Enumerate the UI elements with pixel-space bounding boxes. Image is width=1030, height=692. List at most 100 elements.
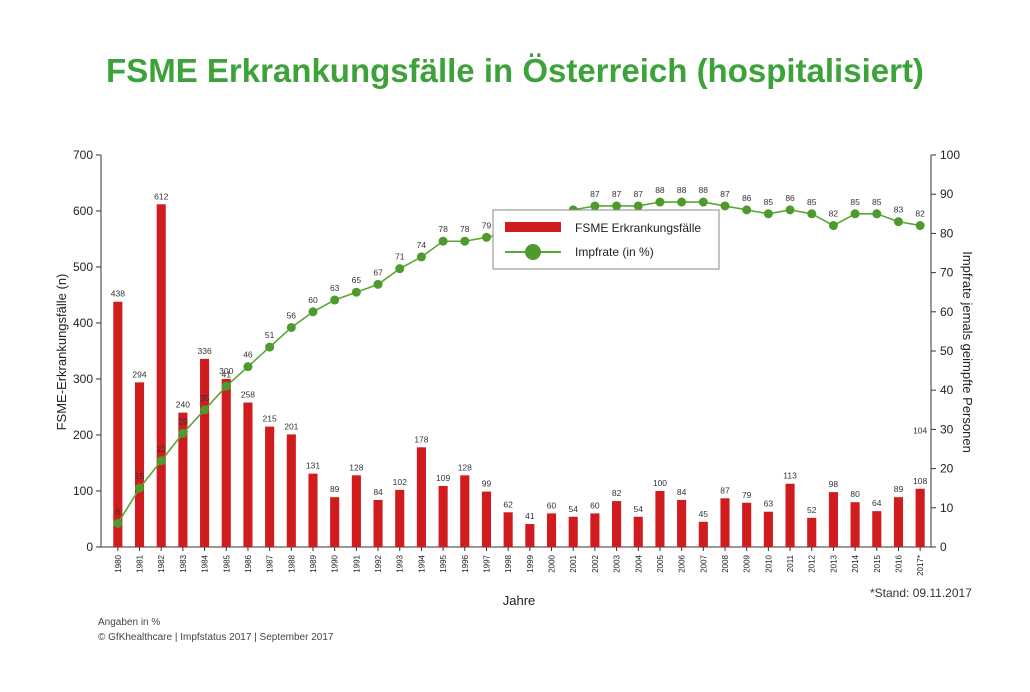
y-tick-label: 0: [86, 540, 93, 554]
impfrate-point: [373, 279, 383, 289]
y2-tick-label: 50: [940, 344, 954, 358]
x-tick-label: 2017*: [916, 555, 925, 576]
line-data-label: 67: [373, 267, 383, 277]
line-data-label: 86: [742, 193, 752, 203]
line-data-label: 63: [330, 283, 340, 293]
bar-data-label: 82: [612, 488, 622, 498]
bar: [178, 412, 188, 547]
impfrate-point: [915, 221, 925, 231]
bar-data-label: 215: [263, 414, 277, 424]
legend-label-line: Impfrate (in %): [575, 245, 654, 259]
impfrate-point: [720, 201, 730, 211]
bar-data-label: 128: [458, 462, 472, 472]
x-tick-label: 1981: [136, 554, 145, 572]
bar: [633, 516, 643, 547]
bar: [568, 516, 578, 547]
bar: [893, 497, 904, 547]
x-tick-label: 2015: [873, 554, 882, 572]
bar-data-label: 258: [241, 390, 255, 400]
line-data-label: 15: [135, 471, 145, 481]
x-tick-label: 2003: [613, 554, 622, 572]
bar-data-label: 100: [653, 478, 667, 488]
y-tick-label: 600: [73, 204, 93, 218]
x-tick-label: 2005: [656, 554, 665, 572]
impfrate-point: [677, 197, 687, 207]
impfrate-point: [785, 205, 795, 215]
bar: [460, 475, 470, 547]
y-tick-label: 100: [73, 484, 93, 498]
bar-data-label: 79: [742, 490, 752, 500]
x-tick-label: 2013: [829, 554, 838, 572]
footer-note: Angaben in %: [98, 617, 161, 628]
y2-axis-label: Impfrate jemals geimpfte Personen: [960, 251, 975, 453]
x-tick-label: 2010: [764, 554, 773, 572]
bar-data-label: 64: [872, 498, 882, 508]
line-data-label: 82: [915, 209, 925, 219]
line-data-label: 87: [634, 189, 644, 199]
line-data-label: 79: [482, 220, 492, 230]
line-data-label: 56: [287, 310, 297, 320]
line-data-label: 51: [265, 330, 275, 340]
impfrate-point: [742, 205, 752, 215]
y2-tick-label: 60: [940, 305, 954, 319]
bar: [828, 492, 838, 547]
bar: [590, 513, 600, 547]
y-axis-label: FSME-Erkrankungsfälle (n): [54, 274, 69, 431]
line-data-label: 85: [764, 197, 774, 207]
impfrate-point: [113, 518, 123, 528]
bar: [351, 475, 361, 547]
bar-data-label: 128: [349, 462, 363, 472]
bar-data-label: 41: [525, 511, 535, 521]
line-data-label: 88: [699, 185, 709, 195]
x-tick-label: 1999: [526, 554, 535, 572]
x-tick-label: 2009: [743, 554, 752, 572]
impfrate-point: [221, 381, 231, 391]
x-tick-label: 1983: [179, 554, 188, 572]
bar: [243, 402, 253, 547]
legend-label-bar: FSME Erkrankungsfälle: [575, 221, 701, 235]
y2-tick-label: 40: [940, 383, 954, 397]
x-tick-label: 2006: [678, 554, 687, 572]
footer-source: © GfKhealthcare | Impfstatus 2017 | Sept…: [98, 632, 334, 643]
bar: [395, 489, 405, 547]
bar-data-label: 336: [197, 346, 211, 356]
line-data-label: 78: [438, 224, 448, 234]
impfrate-point: [481, 232, 491, 242]
bar: [134, 382, 145, 547]
x-tick-label: 1980: [114, 554, 123, 572]
x-tick-label: 2001: [569, 554, 578, 572]
y2-tick-label: 10: [940, 501, 954, 515]
legend-swatch-bar: [505, 222, 561, 232]
line-data-label: 82: [829, 209, 839, 219]
y-tick-label: 700: [73, 148, 93, 162]
x-tick-label: 1997: [482, 554, 491, 572]
bar: [156, 204, 166, 547]
legend: FSME Erkrankungsfälle Impfrate (in %): [492, 209, 720, 270]
impfrate-point: [850, 209, 860, 219]
bar-data-label: 60: [590, 500, 600, 510]
bar-data-label: 80: [850, 489, 860, 499]
bar-data-label: 98: [829, 479, 839, 489]
bar: [720, 498, 730, 547]
impfrate-point: [351, 287, 361, 297]
x-tick-label: 1996: [461, 554, 470, 572]
impfrate-point: [438, 236, 448, 246]
bar: [330, 497, 340, 547]
line-data-label: 46: [243, 350, 253, 360]
line-data-label: 65: [352, 275, 362, 285]
bar-data-label: 54: [568, 504, 578, 514]
x-tick-label: 1994: [417, 554, 426, 572]
y-tick-label: 400: [73, 316, 93, 330]
bar-data-label: 62: [503, 499, 513, 509]
line-data-label: 85: [872, 197, 882, 207]
legend-swatch-point: [525, 244, 541, 260]
bar: [308, 473, 318, 547]
x-tick-label: 2004: [634, 554, 643, 572]
bar-data-label: 131: [306, 461, 320, 471]
stand-note: *Stand: 09.11.2017: [870, 586, 972, 600]
y-tick-label: 200: [73, 428, 93, 442]
bar: [677, 499, 687, 547]
line-data-label: 22: [156, 444, 166, 454]
bars-group: [113, 204, 925, 547]
bar: [265, 426, 275, 547]
